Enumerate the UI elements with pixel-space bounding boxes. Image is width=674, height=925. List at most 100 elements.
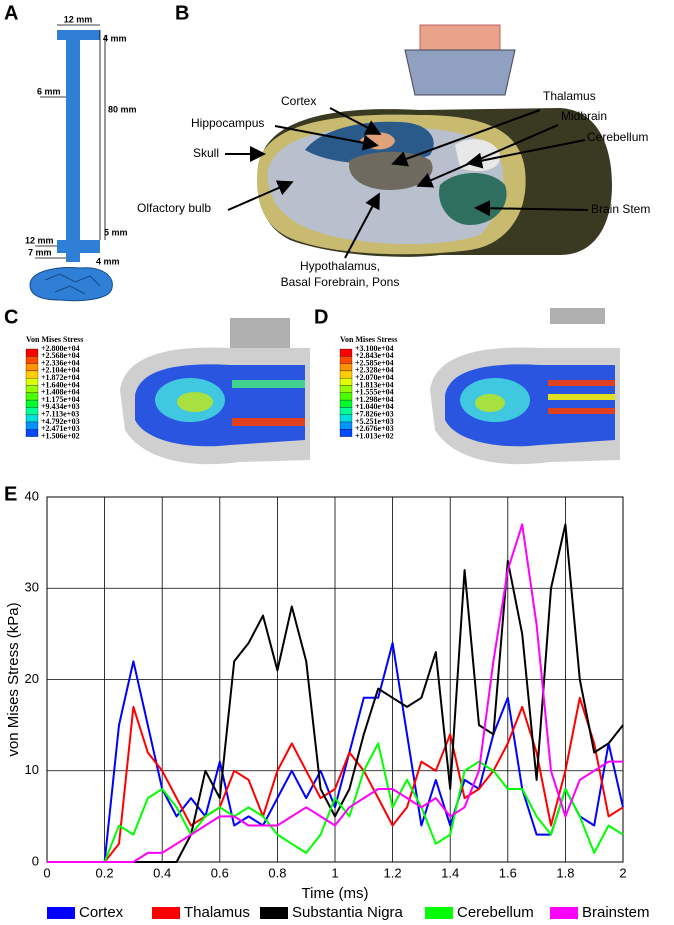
region-label: Basal Forebrain, Pons: [281, 275, 400, 289]
series-line: [47, 642, 624, 863]
region-label: Olfactory bulb: [137, 201, 211, 215]
region-label: Cortex: [281, 94, 316, 108]
series-line: [47, 523, 623, 863]
y-axis-label: von Mises Stress (kPa): [5, 602, 22, 756]
colorbar-label: +7.826e+03: [355, 410, 394, 419]
colorbar-label: +4.792e+03: [41, 417, 80, 426]
y-tick-label: 30: [25, 580, 39, 595]
colorbar-label: +3.100e+04: [355, 344, 394, 353]
colorbar-label: +1.872e+04: [41, 373, 80, 382]
brain-model: [257, 24, 612, 257]
colorbar-band: [25, 356, 39, 364]
region-label: Cerebellum: [587, 130, 648, 144]
dimension: 12 mm: [25, 235, 54, 245]
colorbar-band: [339, 370, 353, 379]
x-tick-label: 1: [331, 865, 338, 880]
x-tick-label: 0.6: [211, 865, 229, 880]
colorbar-label: +1.175e+04: [41, 395, 80, 404]
legend-label: Thalamus: [184, 904, 250, 921]
panel-letter: E: [4, 483, 17, 505]
colorbar-band: [25, 414, 39, 423]
colorbar-band: [339, 407, 353, 415]
colorbar-band: [339, 385, 353, 393]
series-line: [47, 742, 624, 863]
x-tick-label: 1.4: [441, 865, 459, 880]
legend-label: Brainstem: [582, 904, 650, 921]
legend-swatch: [260, 907, 288, 919]
region-label: Thalamus: [543, 89, 596, 103]
region-label: Midbrain: [561, 109, 607, 123]
legend-swatch: [550, 907, 578, 919]
x-tick-label: 2: [619, 865, 626, 880]
x-axis-label: Time (ms): [302, 885, 369, 902]
dimension: 4 mm: [96, 256, 120, 266]
panel-letter: C: [4, 306, 18, 328]
x-tick-label: 0.2: [96, 865, 114, 880]
colorbar-label: +2.471e+03: [41, 424, 80, 433]
colorbar-band: [339, 378, 353, 386]
colorbar-band: [339, 392, 353, 401]
colorbar-label: +2.336e+04: [41, 358, 80, 367]
colorbar-label: +2.104e+04: [41, 366, 80, 375]
colorbar-label: +1.555e+04: [355, 388, 394, 397]
legend-swatch: [47, 907, 75, 919]
series-line: [47, 696, 624, 863]
colorbar-band: [25, 392, 39, 401]
colorbar-label: +1.040e+04: [355, 402, 394, 411]
panel-letter: A: [4, 2, 18, 24]
colorbar-band: [25, 348, 39, 357]
colorbar-label: +2.585e+04: [355, 358, 394, 367]
colorbar-label: +7.113e+03: [41, 410, 79, 419]
series-line: [47, 523, 624, 863]
colorbar-label: +5.251e+03: [355, 417, 394, 426]
dimension: 12 mm: [64, 14, 93, 24]
dimension: 6 mm: [37, 86, 61, 96]
colorbar-label: +2.676e+03: [355, 424, 394, 433]
y-tick-label: 40: [25, 488, 39, 503]
colorbar-band: [25, 378, 39, 386]
colorbar-label: +2.070e+04: [355, 373, 394, 382]
legend-label: Substantia Nigra: [292, 904, 404, 921]
colorbar-band: [339, 414, 353, 423]
dimension: 5 mm: [104, 227, 128, 237]
region-label: Skull: [193, 146, 219, 160]
region-label: Hypothalamus,: [300, 259, 380, 273]
colorbar-label: +1.013e+02: [355, 431, 394, 440]
y-tick-label: 10: [25, 762, 39, 777]
colorbar-band: [339, 348, 353, 357]
colorbar-label: +1.408e+04: [41, 388, 80, 397]
legend-label: Cerebellum: [457, 904, 534, 921]
legend-label: Cortex: [79, 904, 124, 921]
legend-swatch: [425, 907, 453, 919]
x-tick-label: 1.8: [556, 865, 574, 880]
colorbar-label: +2.800e+04: [41, 344, 80, 353]
legend-swatch: [152, 907, 180, 919]
colorbar-label: +1.813e+04: [355, 380, 394, 389]
colorbar-band: [25, 421, 39, 430]
colorbar-band: [339, 356, 353, 364]
colorbar-band: [25, 407, 39, 415]
x-tick-label: 0.8: [268, 865, 286, 880]
colorbar-label: +2.568e+04: [41, 351, 80, 360]
colorbar-label: +1.298e+04: [355, 395, 394, 404]
y-tick-label: 0: [32, 853, 39, 868]
colorbar-band: [25, 385, 39, 393]
impactor-schematic: [29, 24, 113, 302]
colorbar-band: [25, 363, 39, 372]
x-tick-label: 0: [43, 865, 50, 880]
legend-title: Von Mises Stress: [26, 335, 83, 344]
colorbar-label: +1.640e+04: [41, 380, 80, 389]
colorbar-band: [25, 399, 39, 408]
x-tick-label: 0.4: [153, 865, 171, 880]
region-label: Hippocampus: [191, 116, 264, 130]
dimension: 80 mm: [108, 104, 137, 114]
panel-letter: D: [314, 306, 328, 328]
colorbar-label: +9.434e+03: [41, 402, 80, 411]
panel-letter: B: [175, 2, 189, 24]
colorbar-band: [339, 363, 353, 372]
colorbar-band: [339, 421, 353, 430]
colorbar-label: +1.506e+02: [41, 431, 80, 440]
dimension: 7 mm: [28, 247, 52, 257]
colorbar-band: [339, 429, 353, 437]
